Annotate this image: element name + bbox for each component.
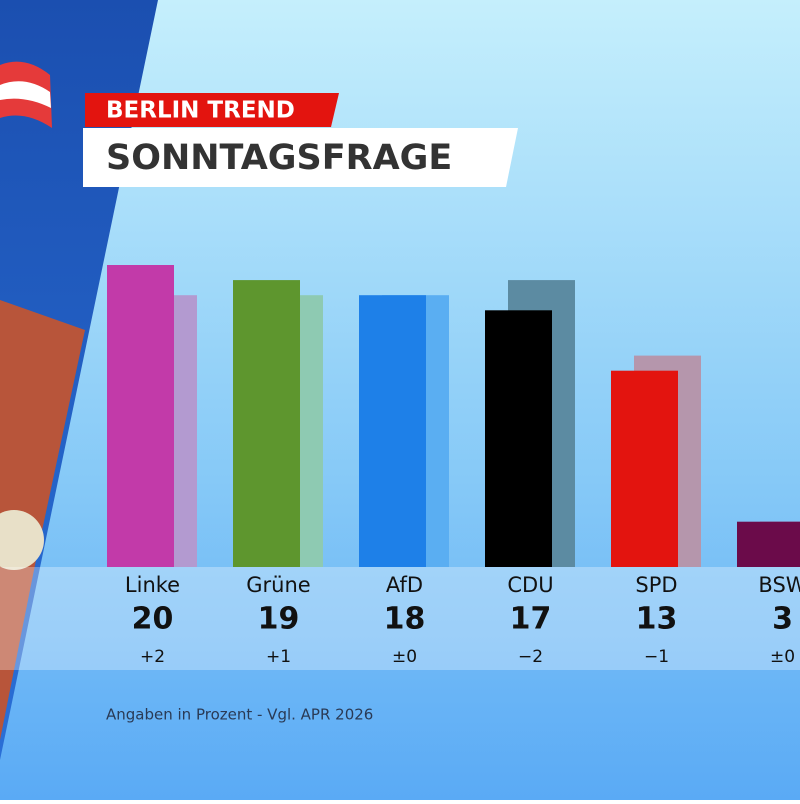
category-label: BSW xyxy=(758,573,800,597)
value-label: 19 xyxy=(258,602,300,637)
value-label: 20 xyxy=(132,602,174,637)
bar xyxy=(485,310,552,567)
value-label: 18 xyxy=(384,602,426,637)
category-label: Linke xyxy=(125,573,180,597)
title: SONNTAGSFRAGE xyxy=(106,138,452,178)
kicker-box xyxy=(85,93,339,127)
flag-stripe xyxy=(0,81,51,108)
change-label: ±0 xyxy=(770,647,795,667)
category-label: SPD xyxy=(635,573,677,597)
category-label: CDU xyxy=(507,573,553,597)
label-band xyxy=(0,567,800,670)
value-label: 13 xyxy=(636,602,678,637)
bar xyxy=(233,280,300,567)
bar xyxy=(359,295,426,567)
change-label: −2 xyxy=(518,647,543,667)
bar xyxy=(611,370,678,567)
bar xyxy=(107,265,174,567)
category-label: Grüne xyxy=(246,573,310,597)
change-label: +2 xyxy=(140,647,165,667)
townhall xyxy=(0,300,85,740)
clock xyxy=(0,510,44,570)
title-box xyxy=(83,128,518,187)
footnote: Angaben in Prozent - Vgl. APR 2026 xyxy=(106,706,373,724)
bar xyxy=(737,521,800,567)
value-label: 17 xyxy=(510,602,552,637)
side-panel xyxy=(0,0,158,760)
change-label: ±0 xyxy=(392,647,417,667)
value-label: 3 xyxy=(772,602,793,637)
kicker: BERLIN TREND xyxy=(106,98,295,124)
change-label: +1 xyxy=(266,647,291,667)
change-label: −1 xyxy=(644,647,669,667)
category-label: AfD xyxy=(386,573,423,597)
